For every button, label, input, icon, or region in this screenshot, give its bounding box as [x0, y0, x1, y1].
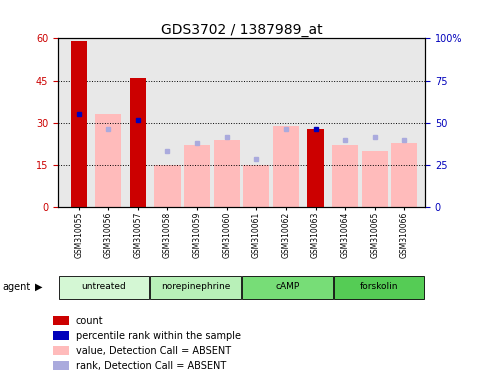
Text: agent: agent: [2, 282, 30, 292]
Text: value, Detection Call = ABSENT: value, Detection Call = ABSENT: [76, 346, 231, 356]
Bar: [242, 276, 333, 298]
Bar: [130, 78, 146, 207]
Bar: [307, 129, 324, 207]
Bar: [53, 316, 69, 325]
Bar: [58, 276, 149, 298]
Text: count: count: [76, 316, 103, 326]
Text: percentile rank within the sample: percentile rank within the sample: [76, 331, 241, 341]
Bar: [334, 276, 425, 298]
Bar: [362, 151, 388, 207]
Bar: [53, 331, 69, 340]
Text: cAMP: cAMP: [275, 282, 299, 291]
Bar: [53, 361, 69, 370]
Text: rank, Detection Call = ABSENT: rank, Detection Call = ABSENT: [76, 361, 226, 371]
Bar: [95, 114, 121, 207]
Bar: [273, 126, 299, 207]
Bar: [213, 140, 240, 207]
Bar: [332, 146, 358, 207]
Bar: [155, 165, 181, 207]
Bar: [150, 276, 241, 298]
Text: norepinephrine: norepinephrine: [161, 282, 230, 291]
Bar: [243, 165, 270, 207]
Bar: [53, 346, 69, 355]
Title: GDS3702 / 1387989_at: GDS3702 / 1387989_at: [161, 23, 322, 37]
Bar: [184, 146, 210, 207]
Bar: [71, 41, 87, 207]
Text: forskolin: forskolin: [360, 282, 398, 291]
Bar: [391, 142, 417, 207]
Text: ▶: ▶: [35, 282, 43, 292]
Text: untreated: untreated: [82, 282, 126, 291]
